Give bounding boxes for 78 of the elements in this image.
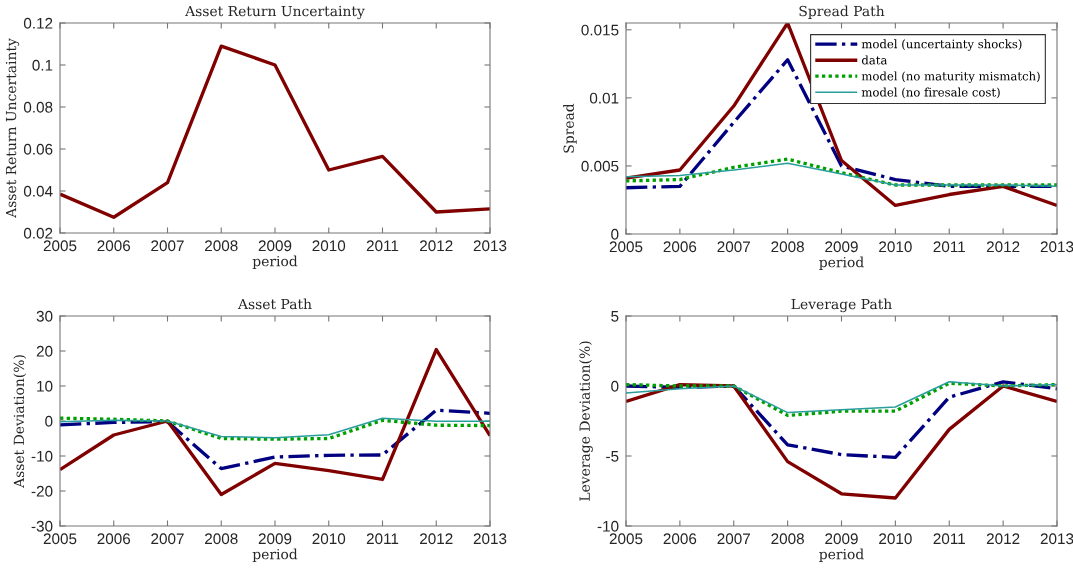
- x-tick-label: 2009: [825, 241, 858, 253]
- line-series: [60, 408, 490, 471]
- x-tick-label: 2005: [43, 240, 77, 252]
- x-tick-label: 2009: [258, 533, 292, 545]
- x-tick-label: 2009: [258, 240, 292, 252]
- y-tick-label: 0.015: [581, 24, 619, 36]
- x-tick-label: 2011: [366, 533, 399, 545]
- y-tick-label: 0.01: [589, 92, 619, 104]
- line-series: [60, 44, 490, 219]
- x-tick-label: 2011: [366, 240, 399, 252]
- x-tick-label: 2007: [717, 533, 750, 545]
- legend-label: model (no firesale cost): [861, 87, 1000, 99]
- y-tick-label: 30: [36, 310, 53, 322]
- y-axis-title: Asset Return Uncertainty: [5, 38, 20, 218]
- x-tick-label: 2008: [205, 533, 238, 545]
- x-tick-label: 2009: [825, 533, 858, 545]
- y-tick-label: -20: [31, 485, 53, 497]
- x-tick-label: 2013: [473, 240, 507, 252]
- x-tick-label: 2010: [312, 533, 346, 545]
- x-tick-label: 2005: [43, 533, 77, 545]
- x-tick-label: 2010: [879, 533, 912, 545]
- line-series: [626, 382, 1057, 500]
- legend-label: model (uncertainty shocks): [861, 39, 1022, 51]
- chart-title: Asset Path: [237, 298, 312, 310]
- x-tick-label: 2007: [151, 533, 184, 545]
- y-tick-label: 5: [611, 311, 619, 322]
- x-axis-title: period: [252, 548, 298, 563]
- y-axis-title: Leverage Deviation(%): [579, 341, 593, 501]
- y-tick-label: 0: [611, 228, 619, 240]
- y-tick-label: 0.02: [23, 227, 53, 239]
- x-tick-label: 2006: [97, 533, 131, 545]
- y-tick-label: 0.04: [23, 185, 53, 197]
- y-tick-label: -30: [31, 520, 53, 532]
- y-tick-label: 0.005: [581, 160, 619, 172]
- y-axis-title: Asset Deviation(%): [13, 355, 27, 488]
- x-tick-label: 2013: [1040, 533, 1073, 545]
- y-tick-label: 0.06: [23, 143, 53, 155]
- x-axis-title: period: [819, 548, 864, 563]
- x-tick-label: 2006: [97, 240, 131, 252]
- x-tick-label: 2011: [933, 533, 965, 545]
- x-tick-label: 2008: [771, 533, 804, 545]
- legend-label: model (no maturity mismatch): [861, 71, 1040, 83]
- chart-title: Spread Path: [799, 5, 885, 19]
- x-tick-label: 2005: [609, 241, 643, 253]
- x-tick-label: 2006: [663, 533, 697, 545]
- y-tick-label: 0.12: [23, 17, 53, 29]
- x-tick-label: 2012: [986, 241, 1020, 253]
- y-tick-label: -10: [31, 450, 53, 462]
- y-tick-label: 0.1: [32, 59, 53, 71]
- y-tick-label: -10: [597, 520, 619, 532]
- x-tick-label: 2010: [879, 241, 912, 253]
- chart-title: Asset Return Uncertainty: [185, 5, 365, 20]
- y-tick-label: -5: [606, 451, 619, 462]
- y-tick-label: 10: [37, 380, 53, 392]
- x-tick-label: 2007: [151, 240, 184, 252]
- line-series: [60, 347, 490, 497]
- x-tick-label: 2012: [420, 240, 453, 252]
- x-tick-label: 2012: [986, 533, 1020, 545]
- x-tick-label: 2008: [771, 241, 804, 253]
- y-tick-label: 0: [611, 380, 619, 392]
- y-tick-label: 0: [45, 415, 53, 427]
- y-tick-label: 20: [36, 345, 53, 357]
- y-axis-title: Spread: [563, 103, 577, 153]
- legend-label: data: [861, 55, 888, 65]
- x-tick-label: 2005: [609, 533, 643, 545]
- chart-title: Leverage Path: [791, 298, 892, 313]
- x-tick-label: 2011: [933, 241, 965, 253]
- x-tick-label: 2006: [663, 241, 697, 253]
- x-tick-label: 2010: [312, 240, 346, 252]
- x-axis-title: period: [819, 256, 864, 271]
- x-tick-label: 2008: [205, 240, 238, 252]
- line-series: [626, 380, 1057, 460]
- x-axis-title: period: [252, 255, 298, 270]
- x-tick-label: 2013: [473, 533, 507, 545]
- x-tick-label: 2012: [420, 533, 453, 545]
- x-tick-label: 2007: [717, 241, 750, 253]
- y-tick-label: 0.08: [23, 101, 53, 113]
- x-tick-label: 2013: [1040, 241, 1073, 253]
